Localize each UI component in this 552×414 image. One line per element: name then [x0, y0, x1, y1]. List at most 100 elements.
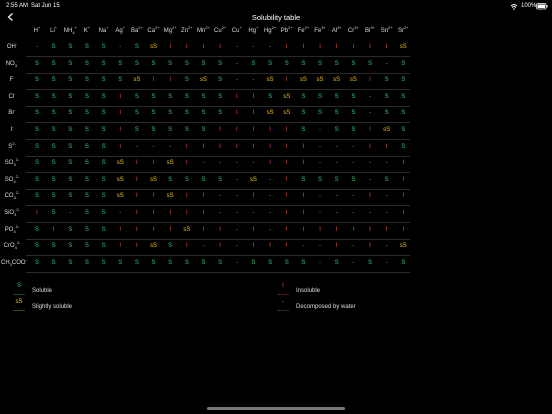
- solubility-cell: -: [235, 259, 238, 266]
- solubility-cell: S: [101, 226, 106, 233]
- row-separator: [26, 155, 410, 157]
- solubility-cell: S: [134, 44, 139, 50]
- ion-charge: 2-: [16, 240, 21, 246]
- solubility-cell: S: [34, 110, 39, 117]
- solubility-cell: I: [186, 193, 188, 200]
- row-separator: [26, 89, 410, 91]
- solubility-cell: -: [235, 210, 238, 216]
- solubility-cell: sS: [399, 44, 407, 50]
- solubility-cell: I: [285, 226, 288, 233]
- solubility-cell: S: [151, 93, 156, 100]
- solubility-cell: I: [136, 243, 138, 250]
- solubility-cell: S: [68, 143, 73, 150]
- solubility-cell: I: [302, 193, 305, 200]
- solubility-cell: I: [136, 226, 138, 233]
- ion-charge: +: [256, 25, 259, 30]
- solubility-cell: -: [335, 210, 338, 216]
- ion-symbol: PO: [4, 226, 14, 233]
- solubility-cell: S: [68, 60, 73, 67]
- solubility-cell: S: [268, 93, 273, 100]
- solubility-cell: I: [152, 193, 155, 200]
- solubility-cell: S: [184, 176, 189, 183]
- solubility-cell: S: [184, 93, 189, 100]
- legend-symbol: S: [13, 282, 25, 295]
- row-separator: [26, 139, 410, 140]
- solubility-cell: -: [119, 44, 122, 50]
- row-header: Br-: [1, 108, 23, 117]
- solubility-cell: -: [252, 160, 255, 167]
- solubility-cell: I: [119, 226, 122, 233]
- solubility-cell: -: [235, 160, 238, 167]
- solubility-cell: -: [152, 143, 155, 150]
- solubility-cell: I: [169, 226, 172, 233]
- solubility-cell: I: [319, 226, 321, 233]
- solubility-cell: I: [186, 243, 188, 250]
- column-header: K+: [79, 26, 95, 35]
- solubility-cell: S: [51, 60, 56, 67]
- solubility-cell: I: [186, 160, 188, 167]
- solubility-cell: S: [367, 60, 372, 67]
- solubility-cell: sS: [166, 160, 174, 167]
- solubility-cell: S: [134, 60, 139, 67]
- solubility-cell: S: [101, 176, 106, 183]
- row-header: S2-: [1, 141, 23, 150]
- solubility-cell: S: [201, 110, 206, 117]
- solubility-cell: S: [168, 127, 173, 133]
- ion-charge: -: [25, 256, 27, 262]
- solubility-cell: I: [369, 226, 371, 233]
- solubility-cell: -: [319, 160, 322, 167]
- solubility-cell: S: [401, 143, 406, 150]
- solubility-cell: I: [285, 77, 288, 84]
- solubility-cell: S: [51, 143, 56, 150]
- solubility-cell: S: [384, 77, 389, 84]
- solubility-cell: S: [34, 60, 39, 67]
- ion-symbol: Zn: [181, 28, 189, 34]
- solubility-cell: S: [168, 259, 173, 266]
- column-header: Cu2+: [212, 26, 228, 35]
- solubility-cell: I: [235, 110, 238, 117]
- solubility-cell: I: [136, 210, 138, 216]
- solubility-cell: I: [285, 210, 288, 216]
- solubility-cell: S: [334, 60, 339, 67]
- solubility-cell: -: [352, 160, 355, 167]
- row-separator: [26, 271, 410, 273]
- status-time: 2:55 AM: [6, 3, 29, 9]
- solubility-cell: -: [352, 143, 355, 150]
- column-header: Cr3+: [345, 26, 361, 35]
- column-header: Al3+: [329, 26, 345, 35]
- solubility-cell: S: [34, 160, 39, 167]
- row-separator: [26, 188, 410, 190]
- ion-charge: -: [16, 57, 19, 63]
- column-header: Sr2+: [395, 26, 411, 35]
- solubility-cell: -: [369, 160, 371, 167]
- ion-symbol: SiO: [4, 210, 15, 216]
- solubility-cell: I: [319, 44, 321, 50]
- column-header: Na+: [96, 26, 112, 35]
- solubility-cell: S: [34, 243, 39, 250]
- solubility-cell: I: [285, 44, 288, 50]
- solubility-cell: S: [84, 127, 89, 133]
- ion-symbol: CH: [1, 259, 10, 266]
- solubility-cell: S: [51, 259, 56, 266]
- solubility-cell: S: [334, 259, 339, 266]
- solubility-cell: S: [51, 110, 56, 117]
- solubility-cell: S: [68, 93, 73, 100]
- legend-label: Insoluble: [296, 288, 321, 294]
- back-button[interactable]: [6, 12, 16, 22]
- solubility-cell: -: [319, 243, 322, 250]
- row-header: NO3-: [1, 57, 23, 67]
- solubility-cell: I: [186, 44, 188, 50]
- solubility-cell: S: [218, 110, 223, 117]
- solubility-cell: I: [136, 176, 138, 183]
- solubility-cell: S: [134, 127, 139, 133]
- solubility-cell: S: [34, 176, 39, 183]
- solubility-cell: -: [385, 193, 388, 200]
- solubility-cell: -: [385, 243, 388, 250]
- solubility-cell: -: [352, 259, 355, 266]
- solubility-cell: S: [401, 77, 406, 84]
- ion-symbol: CrO: [3, 243, 15, 250]
- ion-symbol: H: [33, 28, 38, 34]
- row-header: I-: [1, 125, 23, 134]
- ion-symbol: CO: [4, 193, 14, 200]
- solubility-cell: S: [201, 176, 206, 183]
